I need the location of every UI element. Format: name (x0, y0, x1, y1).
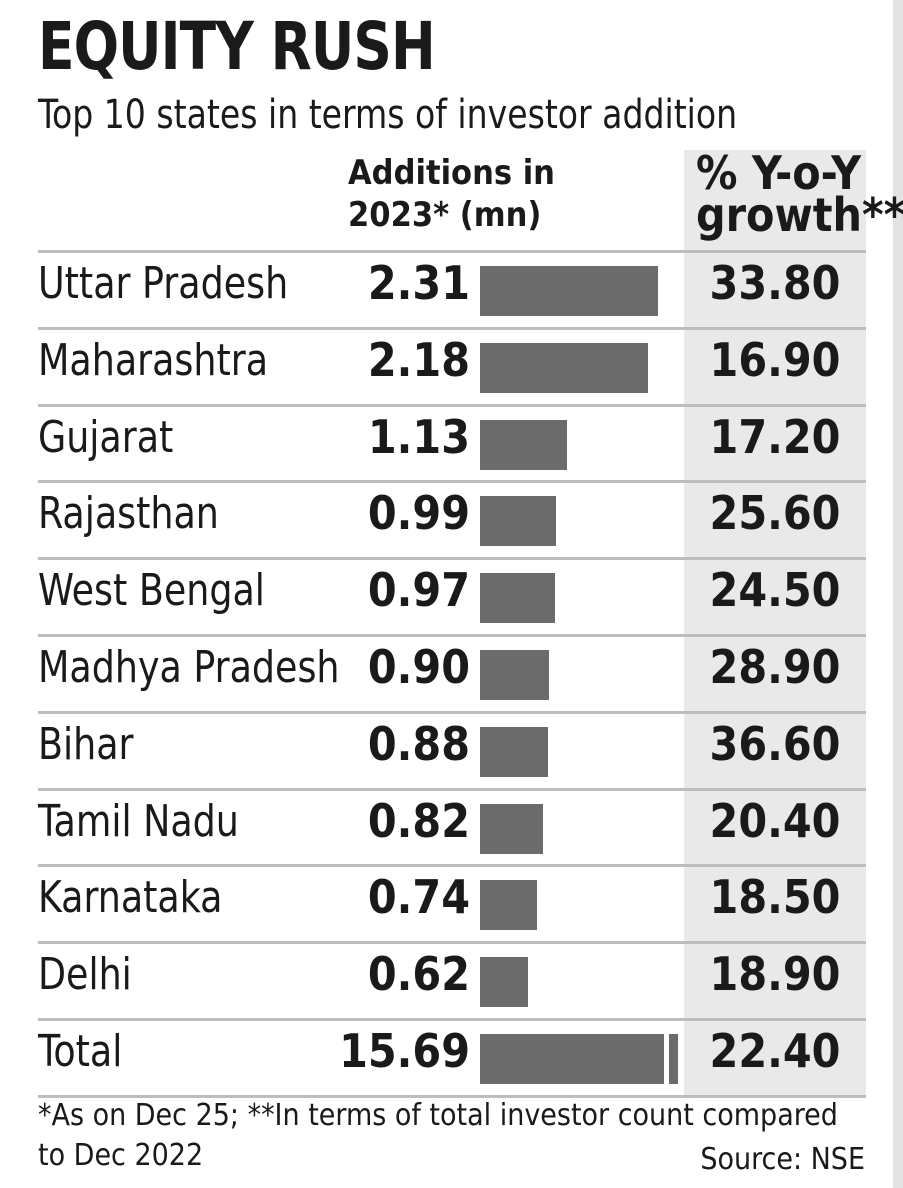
source-note: Source: NSE (700, 1142, 865, 1177)
additions-value: 0.97 (367, 563, 470, 618)
footnote: *As on Dec 25; **In terms of total inves… (38, 1098, 838, 1173)
growth-header-line-2: growth** (696, 188, 903, 242)
additions-bar (480, 573, 555, 624)
additions-bar (480, 342, 648, 393)
row-separator (38, 864, 866, 867)
state-name: Delhi (38, 949, 132, 1001)
additions-bar (480, 803, 543, 854)
growth-value: 36.60 (709, 716, 841, 771)
growth-column-header: % Y-o-Y growth** (696, 146, 903, 242)
table-row: Bihar 0.88 36.60 (0, 713, 903, 789)
row-separator (38, 1095, 866, 1098)
additions-bar (480, 419, 567, 470)
row-separator (38, 404, 866, 407)
row-separator (38, 557, 866, 560)
table-row: Delhi 0.62 18.90 (0, 943, 903, 1019)
additions-bar (480, 650, 549, 700)
table-row: Rajasthan 0.99 25.60 (0, 482, 903, 558)
growth-value: 24.50 (709, 563, 841, 618)
row-separator (38, 941, 866, 944)
bar-break-mark (664, 1034, 669, 1084)
growth-value: 20.40 (709, 793, 841, 848)
total-row: Total 15.69 22.40 (0, 1020, 903, 1096)
chart-title: EQUITY RUSH (38, 8, 436, 85)
table-row: Madhya Pradesh 0.90 28.90 (0, 636, 903, 712)
state-name: West Bengal (38, 565, 265, 617)
state-name: Total (38, 1026, 123, 1077)
state-name: Rajasthan (38, 488, 219, 540)
table-row: Gujarat 1.13 17.20 (0, 406, 903, 482)
state-name: Maharashtra (38, 334, 269, 386)
row-separator (38, 480, 866, 483)
chart-subtitle: Top 10 states in terms of investor addit… (38, 92, 738, 138)
growth-value: 16.90 (709, 332, 841, 387)
growth-value: 18.50 (709, 870, 841, 925)
state-name: Madhya Pradesh (38, 642, 340, 693)
additions-value: 0.88 (367, 716, 470, 771)
additions-bar (480, 266, 658, 316)
right-edge-strip (893, 0, 903, 1188)
additions-value: 0.74 (367, 870, 470, 925)
table-row: Maharashtra 2.18 16.90 (0, 329, 903, 405)
row-separator (38, 711, 866, 714)
row-separator (38, 634, 866, 637)
additions-value: 0.62 (367, 947, 470, 1002)
table-row: West Bengal 0.97 24.50 (0, 559, 903, 635)
growth-value: 33.80 (709, 256, 841, 310)
growth-column-background (684, 150, 866, 1096)
additions-value: 0.90 (367, 640, 470, 694)
growth-value: 28.90 (709, 640, 841, 694)
growth-value: 17.20 (709, 409, 841, 464)
additions-value: 2.18 (367, 332, 470, 387)
row-separator (38, 788, 866, 791)
additions-bar (480, 957, 528, 1008)
table-row: Uttar Pradesh 2.31 33.80 (0, 252, 903, 328)
state-name: Tamil Nadu (38, 795, 239, 847)
row-separator (38, 1018, 866, 1021)
additions-header-line-1: Additions in (348, 153, 555, 193)
growth-value: 18.90 (709, 947, 841, 1002)
additions-value: 0.99 (367, 486, 470, 541)
table-row: Tamil Nadu 0.82 20.40 (0, 790, 903, 866)
additions-value: 15.69 (339, 1024, 470, 1078)
additions-bar (480, 726, 548, 777)
growth-value: 22.40 (709, 1024, 841, 1078)
state-name: Gujarat (38, 411, 174, 463)
growth-value: 25.60 (709, 486, 841, 541)
additions-value: 1.13 (367, 409, 470, 464)
total-bar-truncated (480, 1034, 678, 1084)
growth-header-line-1: % Y-o-Y (696, 146, 862, 200)
additions-column-header: Additions in 2023* (mn) (348, 152, 555, 236)
table-row: Karnataka 0.74 18.50 (0, 866, 903, 942)
additions-bar (480, 880, 537, 931)
row-separator (38, 327, 866, 330)
state-name: Karnataka (38, 872, 223, 924)
additions-value: 2.31 (367, 256, 470, 310)
state-name: Bihar (38, 718, 134, 770)
state-name: Uttar Pradesh (38, 258, 289, 309)
row-separator (38, 250, 866, 253)
additions-bar (480, 496, 556, 547)
additions-header-line-2: 2023* (mn) (348, 195, 542, 235)
additions-value: 0.82 (367, 793, 470, 848)
